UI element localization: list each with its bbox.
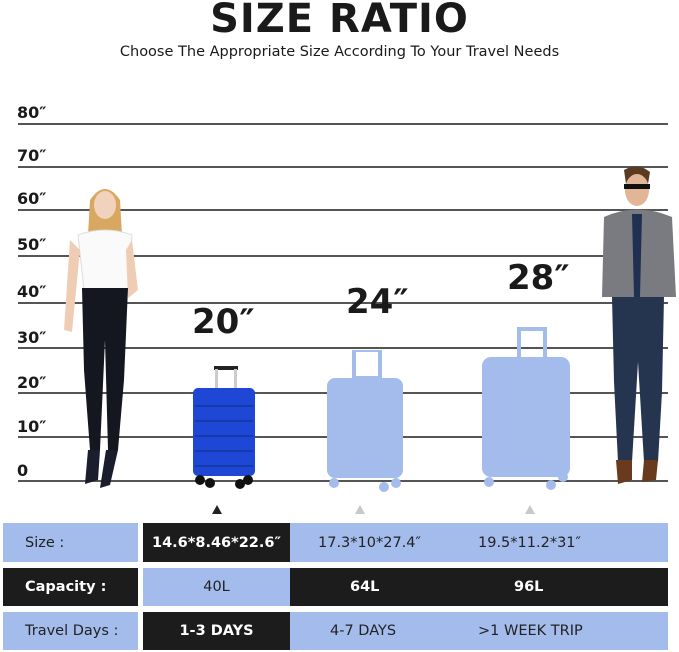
gridline	[18, 302, 668, 304]
travel-days-20: 1-3 DAYS	[143, 612, 290, 650]
gridline	[18, 480, 668, 482]
gridline	[18, 166, 668, 168]
selected-marker-icon	[212, 505, 222, 514]
travel-days-label: Travel Days :	[3, 612, 138, 650]
size-row-rest: 17.3*10*27.4″ 19.5*11.2*31″	[290, 523, 668, 562]
tick-label: 10″	[17, 417, 47, 436]
tick-label: 40″	[17, 282, 47, 301]
size-28: 19.5*11.2*31″	[478, 534, 581, 551]
capacity-label: Capacity :	[3, 568, 138, 606]
marker-icon	[355, 505, 365, 514]
gridline	[18, 255, 668, 257]
suitcase-20-image	[193, 366, 255, 489]
tick-label: 70″	[17, 146, 47, 165]
man-figure	[602, 166, 676, 484]
tick-label: 30″	[17, 328, 47, 347]
travel-days-28: >1 WEEK TRIP	[478, 623, 583, 639]
capacity-20: 40L	[143, 568, 290, 606]
travel-days-24: 4-7 DAYS	[330, 623, 397, 639]
suitcase-28-image	[482, 327, 570, 490]
suitcase-24-label: 24″	[346, 282, 409, 322]
gridline	[18, 347, 668, 349]
capacity-24: 64L	[350, 579, 380, 595]
suitcase-28-label: 28″	[507, 258, 570, 298]
capacity-row-rest: 64L 96L	[290, 568, 668, 606]
travel-days-row-rest: 4-7 DAYS >1 WEEK TRIP	[290, 612, 668, 650]
size-24: 17.3*10*27.4″	[318, 534, 421, 551]
marker-icon	[525, 505, 535, 514]
gridline	[18, 209, 668, 211]
page-title: SIZE RATIO	[210, 0, 469, 42]
woman-figure	[64, 189, 138, 488]
tick-label: 80″	[17, 103, 47, 122]
tick-label: 20″	[17, 373, 47, 392]
tick-label: 0	[17, 461, 29, 480]
suitcase-20-label: 20″	[192, 302, 255, 342]
suitcase-24-image	[327, 350, 403, 492]
size-20: 14.6*8.46*22.6″	[143, 523, 290, 562]
capacity-28: 96L	[514, 579, 544, 595]
gridline	[18, 123, 668, 125]
page-subtitle: Choose The Appropriate Size According To…	[119, 44, 560, 60]
tick-label: 50″	[17, 235, 47, 254]
tick-label: 60″	[17, 189, 47, 208]
size-label: Size :	[3, 523, 138, 562]
